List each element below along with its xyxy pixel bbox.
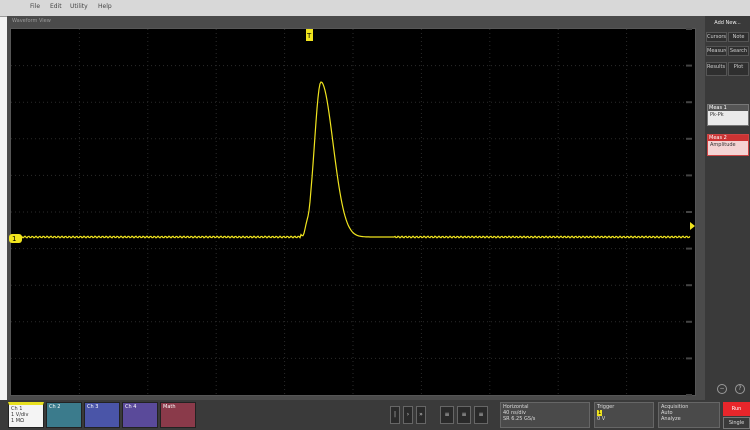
cursors-button[interactable]: Cursors: [706, 32, 727, 42]
ch1-scale: 1 V/div: [11, 412, 29, 418]
grid-tick: [686, 174, 692, 177]
grid-tick: [686, 137, 692, 140]
trigger-source: 1: [597, 410, 603, 416]
measurement-2-badge[interactable]: Meas 2 Amplitude: [707, 134, 749, 156]
next-icon[interactable]: »: [416, 406, 426, 424]
run-stop-button[interactable]: Run: [723, 402, 750, 416]
bottom-settings-bar: Ch 1 1 V/div 1 MΩ Ch 2 Ch 3 Ch 4 Math | …: [0, 400, 750, 430]
menu-help[interactable]: Help: [98, 3, 112, 10]
graticule: [11, 28, 695, 396]
grid-tick: [686, 101, 692, 104]
settings-icon[interactable]: ?: [735, 384, 745, 394]
prev-icon[interactable]: |: [390, 406, 400, 424]
grid-tick: [686, 357, 692, 360]
grid-tick: [686, 64, 692, 67]
acquisition-analyze: Analyze: [661, 416, 681, 422]
ch1-level-label: 1: [12, 235, 16, 243]
acquisition-badge[interactable]: Acquisition Auto Analyze: [658, 402, 720, 428]
menu-file[interactable]: File: [30, 3, 41, 10]
trigger-position-marker[interactable]: T: [306, 29, 313, 41]
horizontal-rate: SR 6.25 GS/s: [503, 416, 536, 422]
display-stack-icon[interactable]: ≡: [457, 406, 471, 424]
acquisition-title: Acquisition: [661, 404, 689, 410]
horizontal-scale: 40 ns/div: [503, 410, 526, 416]
menu-utility[interactable]: Utility: [70, 3, 88, 10]
measurement-1-title: Meas 1: [708, 105, 748, 111]
trigger-marker-label: T: [306, 32, 312, 40]
grid-tick: [686, 320, 692, 323]
grid-tick: [686, 247, 692, 250]
ch1-waveform: [17, 81, 691, 239]
single-button[interactable]: Single: [723, 417, 750, 429]
display-overlay-icon[interactable]: ≡: [474, 406, 488, 424]
ch4-button[interactable]: Ch 4: [122, 402, 158, 428]
acquisition-mode: Auto: [661, 410, 673, 416]
grid-tick: [686, 394, 692, 396]
grid-tick: [686, 284, 692, 287]
ch3-button[interactable]: Ch 3: [84, 402, 120, 428]
trigger-title: Trigger: [597, 404, 615, 410]
trigger-badge[interactable]: Trigger 1 0 V: [594, 402, 654, 428]
grid-tick: [686, 211, 692, 213]
math-button[interactable]: Math: [160, 402, 196, 428]
display-grid-icon[interactable]: ≡: [440, 406, 454, 424]
grid-tick: [686, 28, 692, 30]
search-button[interactable]: Search: [728, 46, 749, 56]
plot-button[interactable]: Plot: [728, 62, 749, 76]
trigger-level: 0 V: [597, 416, 606, 422]
ch1-label: Ch 1: [11, 406, 23, 412]
add-new-title: Add New...: [714, 20, 741, 26]
measurement-2-text: Amplitude: [710, 142, 736, 148]
results-table-button[interactable]: Results Table: [706, 62, 727, 76]
ch1-level-marker[interactable]: 1: [9, 234, 22, 243]
horizontal-title: Horizontal: [503, 404, 529, 410]
menu-edit[interactable]: Edit: [50, 3, 62, 10]
zoom-icon[interactable]: −: [717, 384, 727, 394]
waveform-view-caption: Waveform View: [12, 18, 51, 24]
horizontal-badge[interactable]: Horizontal 40 ns/div SR 6.25 GS/s: [500, 402, 590, 428]
measurement-1-text: Pk-Pk: [710, 112, 724, 118]
measurement-2-title: Meas 2: [708, 135, 748, 141]
ch1-impedance: 1 MΩ: [11, 418, 24, 424]
ch2-button[interactable]: Ch 2: [46, 402, 82, 428]
right-panel: Add New... Cursors Note Measure Search R…: [705, 16, 750, 430]
measure-button[interactable]: Measure: [706, 46, 727, 56]
ch1-badge[interactable]: Ch 1 1 V/div 1 MΩ: [8, 402, 44, 428]
trigger-level-marker[interactable]: [690, 222, 695, 230]
measurement-1-badge[interactable]: Meas 1 Pk-Pk: [707, 104, 749, 126]
note-button[interactable]: Note: [728, 32, 749, 42]
play-icon[interactable]: ›: [403, 406, 413, 424]
